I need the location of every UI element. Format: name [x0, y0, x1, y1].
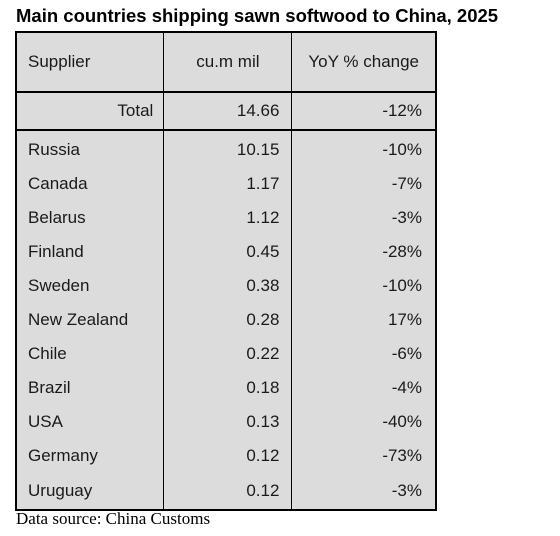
volume-cell: 10.15: [163, 130, 292, 167]
change-cell: 17%: [291, 303, 436, 337]
volume-cell: 0.22: [163, 337, 292, 371]
supplier-cell: Brazil: [28, 378, 71, 397]
table-title: Main countries shipping sawn softwood to…: [16, 5, 499, 26]
supplier-cell: Uruguay: [28, 481, 93, 500]
table-row: Sweden 0.38 -10%: [16, 269, 436, 303]
volume-cell: 0.45: [163, 235, 292, 269]
supplier-cell: Belarus: [28, 208, 86, 227]
supplier-cell: New Zealand: [28, 310, 129, 329]
change-cell: -28%: [291, 235, 436, 269]
volume-cell: 0.13: [163, 405, 292, 439]
volume-cell: 0.12: [163, 473, 292, 510]
table-row: Brazil 0.18 -4%: [16, 371, 436, 405]
supplier-table: Supplier cu.m mil YoY % change Total 14.…: [15, 31, 437, 511]
table-row: Canada 1.17 -7%: [16, 167, 436, 201]
total-volume: 14.66: [163, 92, 292, 131]
table-row: Germany 0.12 -73%: [16, 439, 436, 473]
header-change: YoY % change: [291, 32, 436, 93]
table-row: Finland 0.45 -28%: [16, 235, 436, 269]
volume-cell: 1.12: [163, 201, 292, 235]
supplier-cell: Germany: [28, 446, 98, 465]
change-cell: -7%: [291, 167, 436, 201]
header-supplier: Supplier: [16, 32, 164, 93]
table-row: New Zealand 0.28 17%: [16, 303, 436, 337]
supplier-cell: Canada: [28, 174, 88, 193]
volume-cell: 1.17: [163, 167, 292, 201]
supplier-cell: USA: [28, 412, 63, 431]
volume-cell: 0.28: [163, 303, 292, 337]
supplier-cell: Finland: [28, 242, 84, 261]
table-row: Russia 10.15 -10%: [16, 130, 436, 167]
table-row: USA 0.13 -40%: [16, 405, 436, 439]
supplier-cell: Russia: [28, 140, 80, 159]
volume-cell: 0.12: [163, 439, 292, 473]
change-cell: -10%: [291, 130, 436, 167]
volume-cell: 0.38: [163, 269, 292, 303]
change-cell: -3%: [291, 473, 436, 510]
table-row: Uruguay 0.12 -3%: [16, 473, 436, 510]
change-cell: -73%: [291, 439, 436, 473]
supplier-cell: Sweden: [28, 276, 90, 295]
total-row: Total 14.66 -12%: [16, 92, 436, 131]
change-cell: -10%: [291, 269, 436, 303]
total-label: Total: [16, 92, 164, 131]
table-row: Chile 0.22 -6%: [16, 337, 436, 371]
table-row: Belarus 1.12 -3%: [16, 201, 436, 235]
supplier-cell: Chile: [28, 344, 67, 363]
change-cell: -3%: [291, 201, 436, 235]
change-cell: -40%: [291, 405, 436, 439]
change-cell: -4%: [291, 371, 436, 405]
data-source-note: Data source: China Customs: [16, 509, 211, 528]
header-volume: cu.m mil: [163, 32, 292, 93]
total-change: -12%: [291, 92, 436, 131]
header-row: Supplier cu.m mil YoY % change: [16, 32, 436, 93]
volume-cell: 0.18: [163, 371, 292, 405]
change-cell: -6%: [291, 337, 436, 371]
